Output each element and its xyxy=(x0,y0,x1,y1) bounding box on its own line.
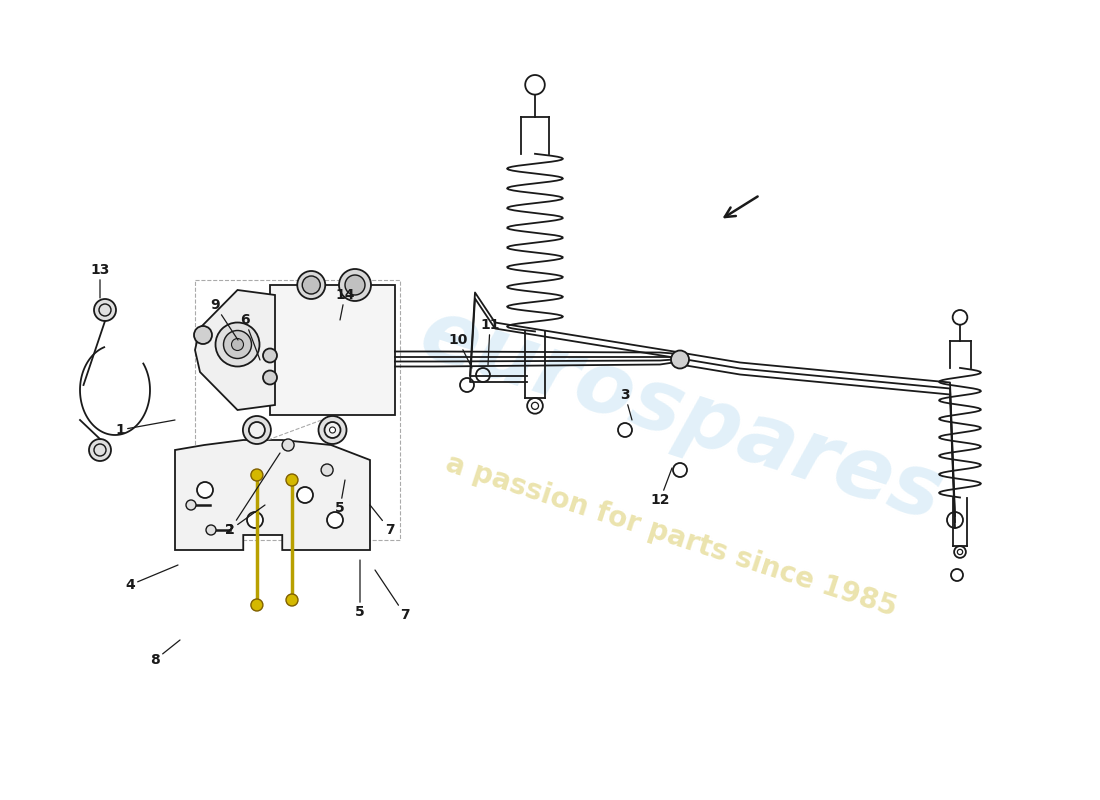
Circle shape xyxy=(321,464,333,476)
Text: 12: 12 xyxy=(650,468,672,507)
Circle shape xyxy=(223,330,252,358)
Circle shape xyxy=(243,416,271,444)
Text: 2: 2 xyxy=(226,453,280,537)
Circle shape xyxy=(89,439,111,461)
Circle shape xyxy=(671,350,689,369)
Text: 10: 10 xyxy=(449,333,472,368)
Circle shape xyxy=(206,525,216,535)
Circle shape xyxy=(286,594,298,606)
Text: 11: 11 xyxy=(481,318,499,365)
Circle shape xyxy=(327,512,343,528)
Text: 5: 5 xyxy=(336,480,345,515)
Circle shape xyxy=(330,427,336,433)
Circle shape xyxy=(216,322,260,366)
Polygon shape xyxy=(195,290,275,410)
Circle shape xyxy=(263,370,277,385)
Circle shape xyxy=(248,512,263,528)
Circle shape xyxy=(197,482,213,498)
Text: 13: 13 xyxy=(90,263,110,298)
Text: 9: 9 xyxy=(210,298,238,340)
Circle shape xyxy=(251,599,263,611)
Text: eurospares: eurospares xyxy=(410,293,954,539)
Circle shape xyxy=(339,269,371,301)
Circle shape xyxy=(263,349,277,362)
Text: 7: 7 xyxy=(375,570,410,622)
Text: 5: 5 xyxy=(355,560,365,619)
Circle shape xyxy=(251,469,263,481)
Text: 3: 3 xyxy=(620,388,632,420)
Text: 1: 1 xyxy=(116,420,175,437)
Circle shape xyxy=(249,422,265,438)
Text: 2: 2 xyxy=(226,505,265,537)
Circle shape xyxy=(286,474,298,486)
Circle shape xyxy=(297,487,313,503)
Circle shape xyxy=(297,271,326,299)
Text: 4: 4 xyxy=(125,565,178,592)
Text: 6: 6 xyxy=(240,313,260,360)
Circle shape xyxy=(231,338,243,350)
Circle shape xyxy=(302,276,320,294)
Circle shape xyxy=(186,500,196,510)
Text: a passion for parts since 1985: a passion for parts since 1985 xyxy=(442,450,900,622)
Circle shape xyxy=(94,299,115,321)
Circle shape xyxy=(319,416,346,444)
Text: 14: 14 xyxy=(336,288,354,320)
Text: 7: 7 xyxy=(370,505,395,537)
Text: 8: 8 xyxy=(150,640,180,667)
Circle shape xyxy=(194,326,212,344)
Polygon shape xyxy=(175,440,370,550)
Circle shape xyxy=(282,439,294,451)
Circle shape xyxy=(345,275,365,295)
Bar xyxy=(270,285,395,415)
Bar xyxy=(195,280,400,540)
Circle shape xyxy=(324,422,341,438)
